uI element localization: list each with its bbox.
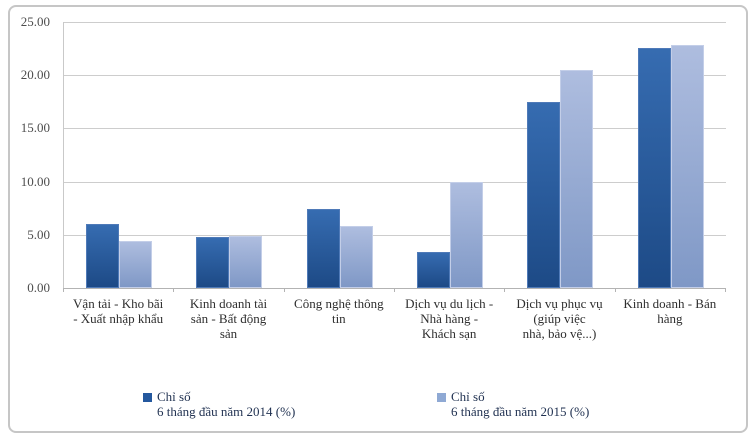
bar-group (395, 22, 505, 288)
legend-label-line: Chỉ số (451, 389, 485, 404)
bar-group (505, 22, 615, 288)
y-axis-tick-label: 15.00 (20, 120, 50, 136)
y-axis-tick-label: 25.00 (20, 14, 50, 29)
y-axis-tick-label: 0.00 (27, 280, 50, 295)
x-axis-category-label-line: Dịch vụ phục vụ (516, 296, 603, 311)
x-axis-category-label-line: Khách sạn (421, 326, 477, 341)
legend-marker-icon (143, 393, 152, 402)
bar-group (616, 22, 726, 288)
x-axis-tick-mark (614, 288, 616, 292)
chart-legend: Chỉ số 6 tháng đầu năm 2014 (%) Chỉ số 6 th… (0, 389, 750, 425)
x-axis-category-label-line: tin (331, 311, 346, 326)
bar-series-2014 (196, 236, 230, 288)
x-axis-category-label: Vận tải - Kho bãi - Xuất nhập khẩu (48, 296, 188, 326)
x-axis-ticks (63, 288, 726, 293)
bar-series-2015 (339, 226, 373, 288)
x-axis-category-label: Dịch vụ phục vụ (giúp việc nhà, bảo vệ...) (490, 296, 630, 341)
x-axis-category-label: Dịch vụ du lịch - Nhà hàng - Khách sạn (379, 296, 519, 341)
bar-series-2015 (229, 235, 263, 288)
legend-label-line: 6 tháng đầu năm 2014 (%) (157, 404, 296, 419)
gridline (64, 234, 726, 236)
bar-series-2014 (637, 47, 671, 288)
bar-group (285, 22, 395, 288)
x-axis-tick-mark (63, 288, 64, 292)
x-axis-tick-mark (283, 288, 285, 292)
gridline (64, 75, 726, 77)
x-axis-category-label-line: Công nghệ thông (294, 296, 384, 311)
y-axis-labels: 25.00 20.00 15.00 10.00 5.00 0.00 (0, 14, 56, 295)
gridline (64, 128, 726, 130)
x-axis-category-label-line: hàng (657, 311, 683, 326)
bar-group (174, 22, 284, 288)
x-axis-category-label-line: Dịch vụ du lịch - (405, 296, 494, 311)
legend-item-2014: Chỉ số 6 tháng đầu năm 2014 (%) (143, 389, 295, 419)
x-axis-category-label: Công nghệ thông tin (269, 296, 409, 326)
x-axis-tick-mark (173, 288, 175, 292)
bar-group (64, 22, 174, 288)
bar-series-2015 (560, 69, 594, 288)
x-axis-category-label-line: - Xuất nhập khẩu (73, 311, 164, 326)
x-axis-category-label-line: Kinh doanh tài (189, 296, 268, 311)
x-axis-category-label-line: Nhà hàng - (420, 311, 479, 326)
x-axis-category-label-line: sản - Bất động (190, 311, 267, 326)
bar-series-2014 (86, 224, 119, 288)
legend-label: Chỉ số 6 tháng đầu năm 2015 (%) (451, 389, 589, 419)
x-axis-category-label-line: (giúp việc (533, 311, 586, 326)
bar-series-2014 (417, 251, 450, 288)
plot-area (63, 22, 726, 289)
x-axis-tick-mark (725, 288, 726, 292)
y-axis-tick-label: 20.00 (20, 67, 50, 83)
x-axis-category-label-line: nhà, bảo vệ...) (522, 326, 597, 341)
gridline (64, 181, 726, 183)
legend-label: Chỉ số 6 tháng đầu năm 2014 (%) (157, 389, 295, 419)
x-axis-category-label-line: sản (219, 326, 238, 341)
legend-marker-icon (437, 393, 446, 402)
gridline (64, 22, 726, 23)
legend-label-line: 6 tháng đầu năm 2015 (%) (451, 404, 590, 419)
x-axis-tick-mark (394, 288, 395, 292)
bar-series-2014 (527, 101, 561, 288)
bar-series-2015 (119, 241, 152, 288)
y-axis-tick-label: 10.00 (20, 173, 50, 189)
x-axis-category-label: Kinh doanh tài sản - Bất động sản (159, 296, 299, 341)
bar-series-2015 (670, 45, 704, 288)
x-axis-category-label-line: Vận tải - Kho bãi (73, 296, 164, 311)
bar-series-2015 (450, 181, 483, 288)
legend-label-line: Chỉ số (157, 389, 191, 404)
y-axis-tick-label: 5.00 (27, 226, 50, 242)
x-axis-tick-mark (504, 288, 506, 292)
x-axis-category-label: Kinh doanh - Bán hàng (600, 296, 740, 326)
legend-item-2015: Chỉ số 6 tháng đầu năm 2015 (%) (437, 389, 589, 419)
bar-series-2014 (306, 209, 340, 288)
x-axis-category-label-line: Kinh doanh - Bán (623, 296, 717, 311)
chart-frame (8, 5, 748, 433)
